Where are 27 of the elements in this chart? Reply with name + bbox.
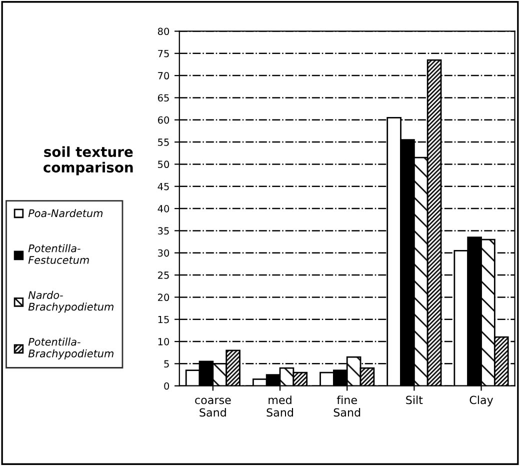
y-tick-label: 65 [158, 94, 169, 102]
text: soil texture comparison [44, 146, 133, 176]
legend-label: Poa-Nardetum [28, 209, 103, 218]
x-tick-label: med Sand [266, 396, 293, 417]
y-tick-label: 55 [158, 138, 169, 146]
y-tick-label: 80 [158, 28, 170, 36]
y-tick-label: 60 [158, 116, 170, 124]
y-tick-label: 5 [164, 360, 169, 368]
y-tick-label: 25 [158, 272, 169, 279]
y-tick-label: 45 [158, 182, 169, 190]
y-tick-label: 50 [158, 160, 170, 168]
y-tick-label: 40 [158, 205, 170, 212]
x-tick-label: fine Sand [334, 396, 360, 417]
y-tick-label: 20 [158, 294, 170, 302]
x-tick-label: Clay [470, 396, 494, 406]
y-tick-label: 35 [158, 227, 169, 235]
y-tick-label: 15 [158, 316, 169, 324]
legend-label: Nardo- Brachypodietum [28, 290, 114, 313]
y-tick-label: 75 [158, 50, 169, 58]
y-tick-label: 10 [158, 338, 170, 346]
x-tick-label: coarse Sand [195, 398, 231, 417]
legend-label: Potentilla- Festucetum [28, 244, 89, 264]
y-tick-label: 70 [158, 72, 170, 80]
y-tick-label: 30 [158, 249, 170, 257]
y-tick-label: 0 [164, 382, 170, 390]
x-tick-label: Silt [406, 396, 423, 404]
legend-label: Potentilla- Brachypodietum [28, 338, 114, 360]
